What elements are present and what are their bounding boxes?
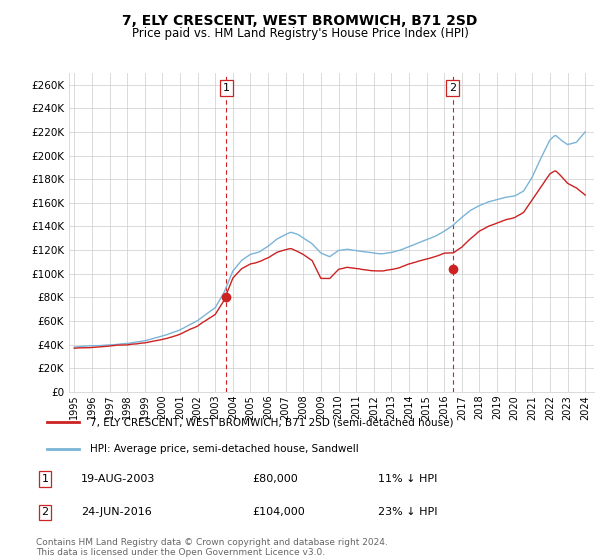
Text: 23% ↓ HPI: 23% ↓ HPI (378, 507, 437, 517)
Text: £104,000: £104,000 (252, 507, 305, 517)
Text: 7, ELY CRESCENT, WEST BROMWICH, B71 2SD: 7, ELY CRESCENT, WEST BROMWICH, B71 2SD (122, 14, 478, 28)
Text: 19-AUG-2003: 19-AUG-2003 (81, 474, 155, 484)
Text: Contains HM Land Registry data © Crown copyright and database right 2024.
This d: Contains HM Land Registry data © Crown c… (36, 538, 388, 557)
Text: 1: 1 (223, 83, 230, 93)
Text: 11% ↓ HPI: 11% ↓ HPI (378, 474, 437, 484)
Text: 7, ELY CRESCENT, WEST BROMWICH, B71 2SD (semi-detached house): 7, ELY CRESCENT, WEST BROMWICH, B71 2SD … (90, 417, 454, 427)
Text: 1: 1 (41, 474, 49, 484)
Text: Price paid vs. HM Land Registry's House Price Index (HPI): Price paid vs. HM Land Registry's House … (131, 27, 469, 40)
Text: 2: 2 (449, 83, 456, 93)
Text: 24-JUN-2016: 24-JUN-2016 (81, 507, 152, 517)
Text: HPI: Average price, semi-detached house, Sandwell: HPI: Average price, semi-detached house,… (90, 444, 359, 454)
Text: £80,000: £80,000 (252, 474, 298, 484)
Text: 2: 2 (41, 507, 49, 517)
